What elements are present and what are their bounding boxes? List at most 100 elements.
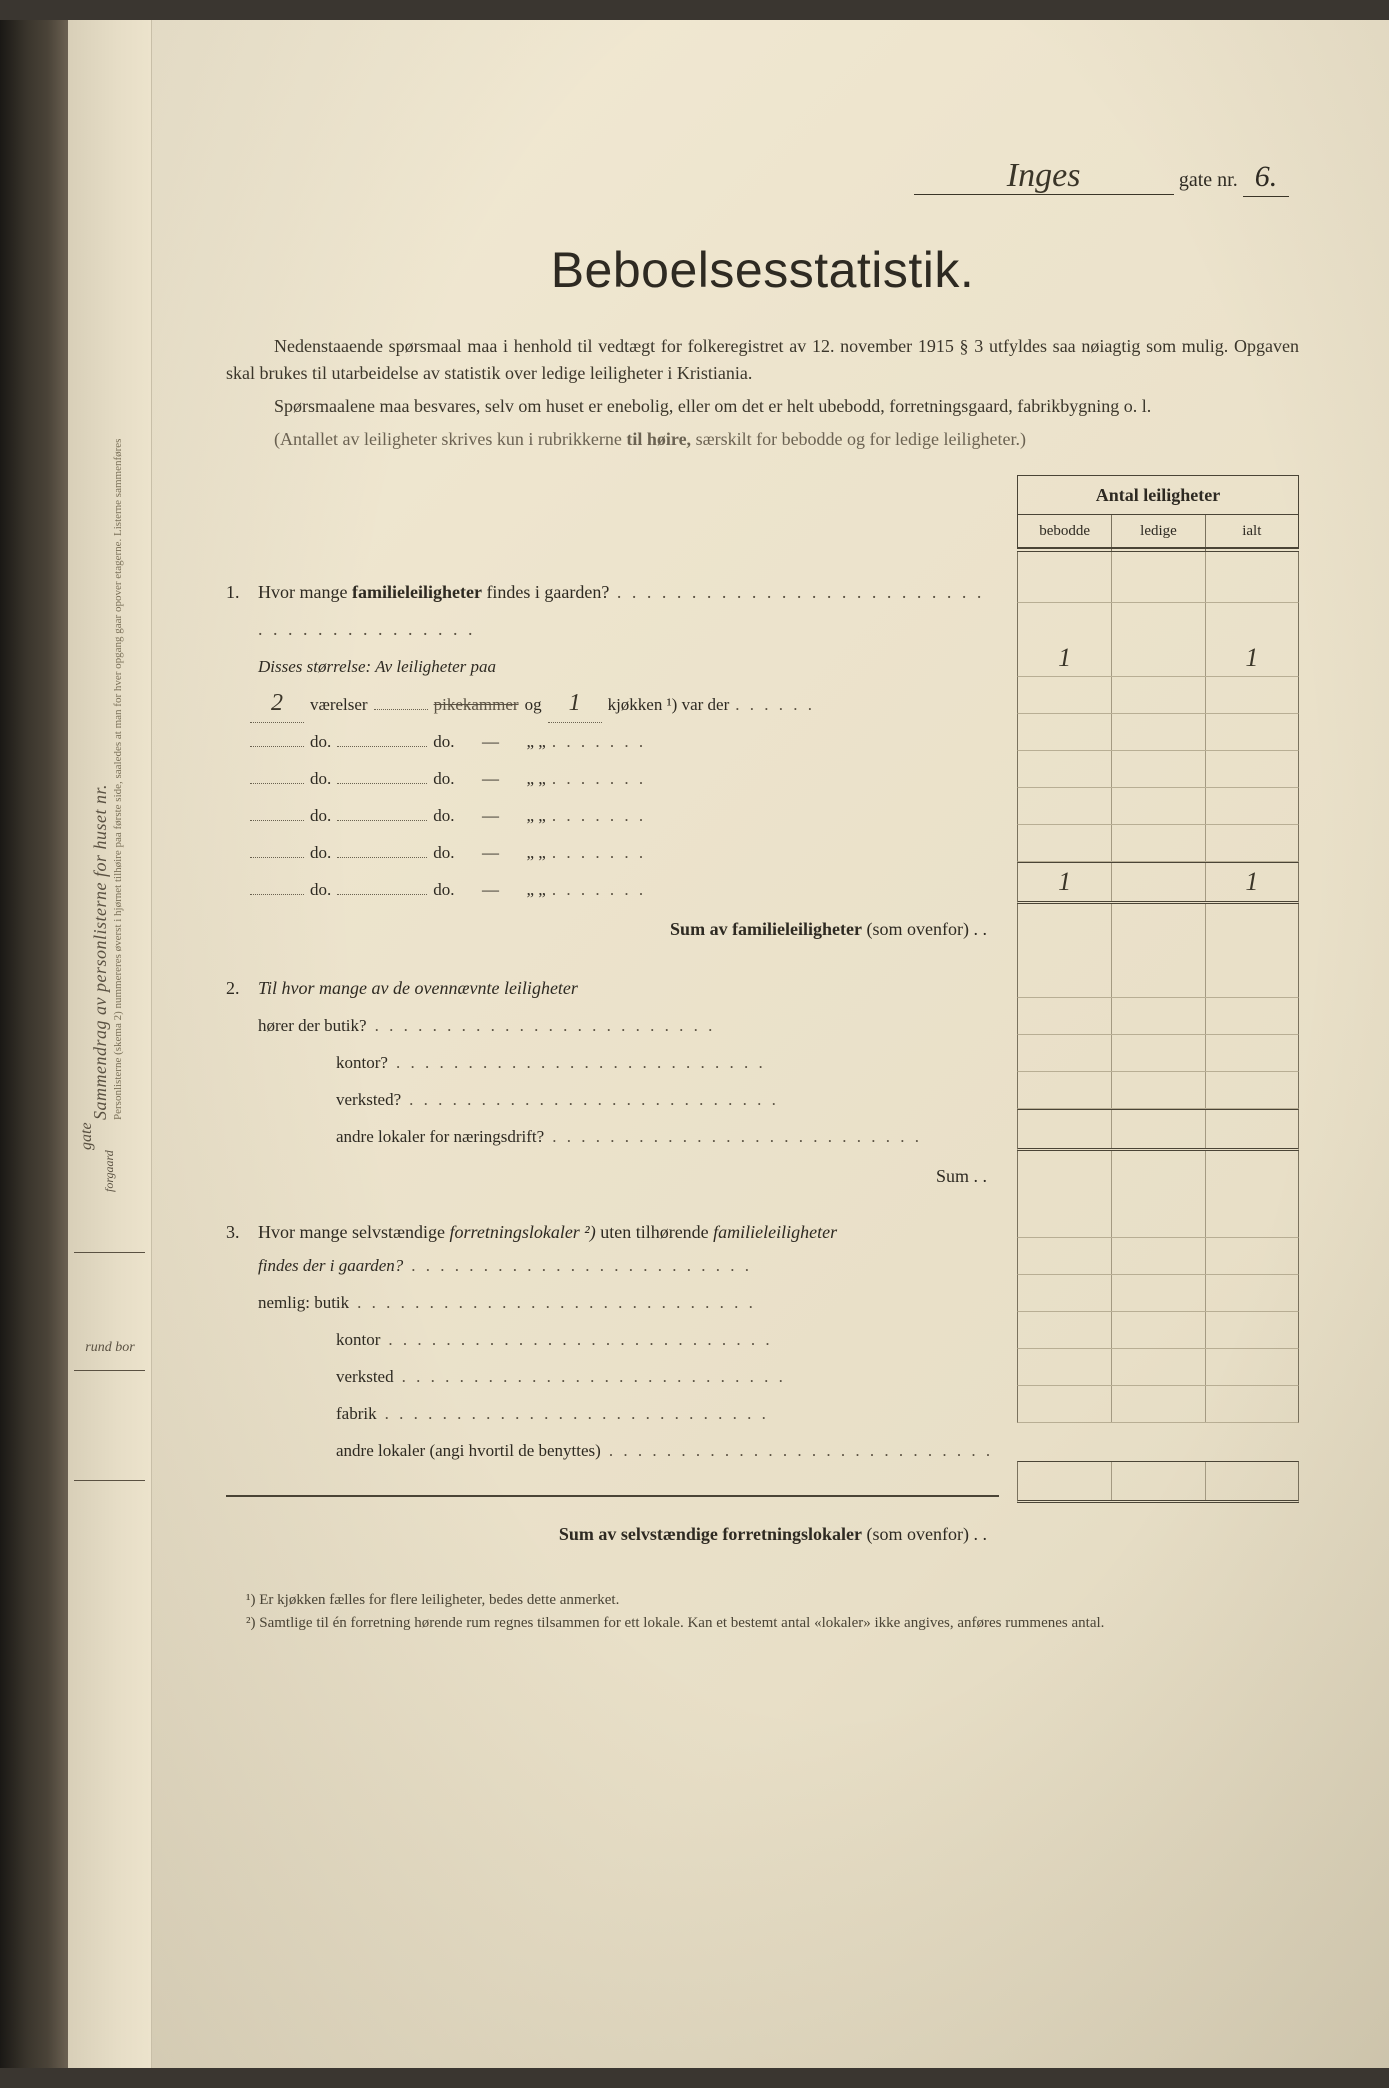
q3-text-b: forretningslokaler ²) <box>449 1222 595 1242</box>
q3-sum-line: Sum av selvstændige forretningslokaler (… <box>226 1513 999 1555</box>
q1-do-data-row <box>1017 825 1299 862</box>
pikekammer-struck: pikekammer <box>434 686 519 723</box>
blank-field <box>337 820 427 821</box>
q1-size-row-first: 2 værelser pikekammer og 1 kjøkken ¹) va… <box>226 685 999 723</box>
margin-forgaard-label: forgaard <box>102 1150 117 1192</box>
q3-row <box>1017 1201 1299 1238</box>
q2-row <box>1017 1035 1299 1072</box>
spacer-row <box>1017 924 1299 961</box>
margin-gate-label: gate <box>78 1122 96 1150</box>
spacer <box>1017 552 1299 566</box>
q2-sum-row <box>1017 1109 1299 1151</box>
cell-bebodde <box>1018 677 1111 713</box>
blank-field <box>250 894 304 895</box>
blank-field <box>337 894 427 895</box>
cell-bebodde: 1 <box>1018 640 1111 676</box>
do-label: do. <box>310 723 331 760</box>
q3-text-a: Hvor mange selvstændige <box>258 1222 449 1242</box>
spacer <box>1017 904 1299 924</box>
og-label: og <box>525 686 542 723</box>
margin-rund-bor: rund bor <box>72 1340 148 1356</box>
ditto-marks: „ „ <box>527 797 546 834</box>
leader-dots: . . . . . . . <box>552 871 999 908</box>
q3-item-label: verksted <box>336 1358 394 1395</box>
cell-ialt <box>1205 788 1298 824</box>
blank-field <box>337 746 427 747</box>
q3-text-c: uten tilhørende <box>596 1222 713 1242</box>
blank-field <box>250 746 304 747</box>
q1-sum-label-a: Sum av familieleiligheter <box>670 919 862 939</box>
q1-text-c: findes i gaarden? <box>482 582 609 602</box>
q2-item: verksted? . . . . . . . . . . . . . . . … <box>226 1081 999 1118</box>
cell-bebodde <box>1018 714 1111 750</box>
leader-dots: . . . . . . . . . . . . . . . . . . . . … <box>357 1284 999 1321</box>
q3-row <box>1017 1386 1299 1423</box>
q2-number: 2. <box>226 970 248 1007</box>
q2-line2: hører der butik? . . . . . . . . . . . .… <box>226 1007 999 1044</box>
q1-do-data-row <box>1017 677 1299 714</box>
q1-disses-label: Disses størrelse: <box>258 657 371 676</box>
do-label: do. <box>433 760 454 797</box>
kitchen-value: 1 <box>548 685 602 723</box>
q3-row <box>1017 1349 1299 1386</box>
table-header: Antal leiligheter bebodde ledige ialt <box>1017 475 1299 548</box>
ditto-marks: „ „ <box>527 834 546 871</box>
dash: — <box>461 797 521 834</box>
gate-label: gate nr. <box>1179 169 1238 191</box>
spacer-row <box>1017 603 1299 640</box>
q1-disses: Disses størrelse: Av leiligheter paa <box>226 648 999 685</box>
q2-item-label: verksted? <box>336 1081 401 1118</box>
q1-sum-row: 1 1 <box>1017 862 1299 904</box>
do-label: do. <box>310 834 331 871</box>
q3-heading: 3. Hvor mange selvstændige forretningslo… <box>226 1217 999 1247</box>
do-label: do. <box>310 797 331 834</box>
cell-ialt: 1 <box>1205 640 1298 676</box>
q3-sum-row <box>1017 1461 1299 1503</box>
blank-field <box>337 857 427 858</box>
q2-item-label: kontor? <box>336 1044 388 1081</box>
do-label: do. <box>433 723 454 760</box>
q3-item-label: andre lokaler (angi hvortil de benyttes) <box>336 1432 601 1469</box>
intro-p3: (Antallet av leiligheter skrives kun i r… <box>226 426 1299 453</box>
leader-dots: . . . . . . . . . . . . . . . . . . . . … <box>411 1247 999 1284</box>
kjokken-label: kjøkken ¹) var der <box>608 686 730 723</box>
margin-instructions: Personlisterne (skema 2) nummereres øver… <box>112 439 124 1120</box>
q1-number: 1. <box>226 574 248 648</box>
margin-rule <box>74 1480 145 1481</box>
q1-sum-label-b: (som ovenfor) . . <box>862 919 987 939</box>
intro-p2: Spørsmaalene maa besvares, selv om huset… <box>226 393 1299 420</box>
left-margin-strip: Sammendrag av personlisterne for huset n… <box>68 20 152 2068</box>
q3-text: Hvor mange selvstændige forretningslokal… <box>258 1217 999 1247</box>
q2-line1: Til hvor mange av de ovennævnte leilighe… <box>258 970 999 1007</box>
cell-ledige <box>1111 825 1204 861</box>
intro-p3c: særskilt for bebodde og for ledige leili… <box>691 429 1026 449</box>
cell-ialt <box>1205 714 1298 750</box>
q1-text: Hvor mange familieleiligheter findes i g… <box>258 574 999 648</box>
q1-row-total <box>1017 566 1299 603</box>
dash: — <box>461 760 521 797</box>
intro-p3a: (Antallet av leiligheter skrives kun i r… <box>274 429 626 449</box>
col-ledige: ledige <box>1111 515 1204 547</box>
blank-field <box>250 783 304 784</box>
leader-dots: . . . . . . . . . . . . . . . . . . . . … <box>409 1081 999 1118</box>
leader-dots: . . . . . . . . . . . . . . . . . . . . … <box>385 1395 999 1432</box>
footnote-1: ¹) Er kjøkken fælles for flere leilighet… <box>226 1589 1299 1612</box>
q2-heading: 2. Til hvor mange av de ovennævnte leili… <box>226 970 999 1007</box>
ditto-marks: „ „ <box>527 760 546 797</box>
spacer <box>1017 1151 1299 1171</box>
intro-block: Nedenstaaende spørsmaal maa i henhold ti… <box>226 333 1299 453</box>
gate-number-handwritten: 6. <box>1243 160 1289 197</box>
rule <box>226 1495 999 1497</box>
street-name-handwritten: Inges <box>914 161 1174 195</box>
q1-text-b: familieleiligheter <box>352 582 482 602</box>
cell-ledige <box>1111 788 1204 824</box>
table-header-title: Antal leiligheter <box>1018 476 1298 515</box>
q3-text-d: familieleiligheter <box>713 1222 837 1242</box>
q2-sum-label: Sum . . <box>936 1166 987 1186</box>
leader-dots: . . . . . . <box>735 686 999 723</box>
do-label: do. <box>433 797 454 834</box>
q2-sum-line: Sum . . <box>226 1155 999 1197</box>
q3-line2-text: findes der i gaarden? <box>258 1247 403 1284</box>
form-grid: 1. Hvor mange familieleiligheter findes … <box>226 475 1299 1555</box>
leader-dots: . . . . . . . . . . . . . . . . . . . . … <box>396 1044 999 1081</box>
